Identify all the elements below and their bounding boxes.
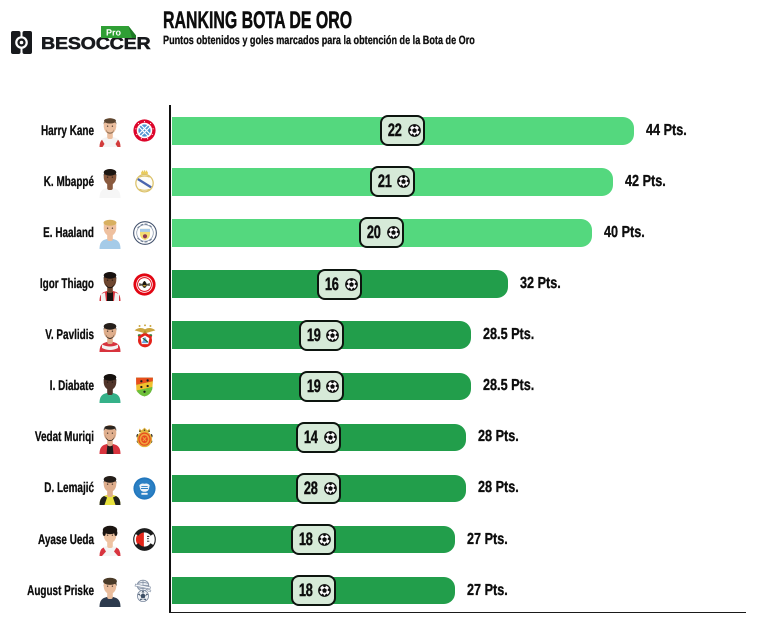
svg-text:Pro: Pro xyxy=(106,27,122,37)
